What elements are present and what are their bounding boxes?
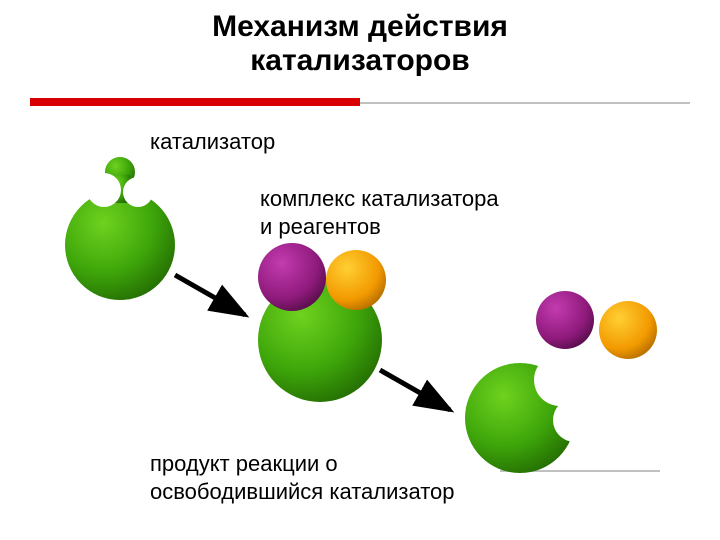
stage3-product-orange: [599, 301, 657, 359]
catalyst-body: [65, 190, 175, 300]
arrow-1: [175, 275, 245, 315]
stage2-reagent-purple: [258, 243, 326, 311]
stage3: [465, 291, 657, 473]
slide: Механизм действия катализаторов катализа…: [0, 0, 720, 540]
stage1-enzyme: [65, 157, 175, 300]
stage2: [258, 243, 386, 402]
catalyst-neck-join: [110, 175, 130, 203]
stage3-enzyme: [465, 363, 575, 473]
arrow-2: [380, 370, 450, 410]
stage2-reagent-orange: [326, 250, 386, 310]
diagram-svg: [0, 0, 720, 540]
stage3-product-purple: [536, 291, 594, 349]
